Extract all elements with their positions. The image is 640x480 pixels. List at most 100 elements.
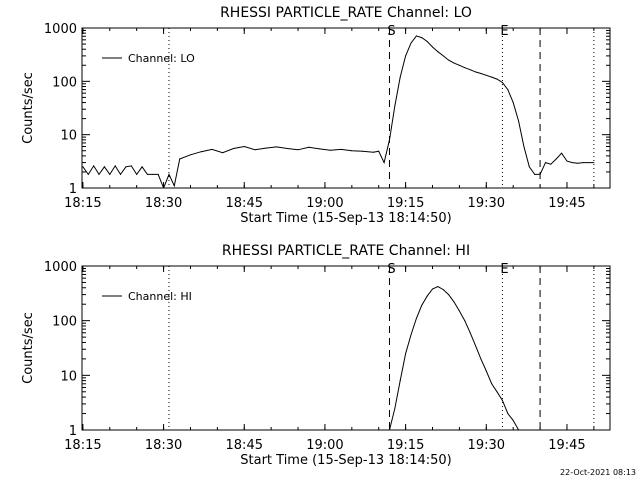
- chart1-data-point: [518, 429, 520, 431]
- chart1-data-point: [426, 295, 428, 297]
- chart0-data-point: [399, 76, 401, 78]
- chart1-xtick-label: 19:30: [468, 438, 505, 453]
- chart0-data-point: [534, 173, 536, 175]
- chart1-data-point: [442, 289, 444, 291]
- chart1-data-point: [448, 294, 450, 296]
- chart0-data-point: [442, 55, 444, 57]
- chart0-data-point: [130, 165, 132, 167]
- chart1-data-point: [421, 304, 423, 306]
- chart0-data-point: [200, 151, 202, 153]
- chart0-data-point: [389, 139, 390, 141]
- chart0-series-line: [82, 35, 594, 188]
- chart1-data-point: [507, 413, 509, 414]
- chart0-data-point: [437, 51, 439, 53]
- chart0-data-point: [491, 76, 493, 78]
- chart0-data-point: [518, 120, 520, 122]
- chart0-xtick-label: 18:45: [226, 196, 263, 211]
- chart0-data-point: [173, 185, 175, 187]
- chart0-data-point: [340, 148, 342, 150]
- chart0-data-point: [571, 162, 573, 164]
- chart1-data-point: [464, 320, 466, 322]
- chart0-data-point: [82, 166, 84, 168]
- chart0-data-point: [555, 158, 557, 160]
- chart0-data-point: [109, 173, 111, 175]
- chart1-series-line: [389, 286, 520, 430]
- chart1-data-point: [437, 286, 439, 288]
- chart0-data-point: [163, 187, 165, 189]
- chart0-data-point: [485, 74, 487, 76]
- chart0-data-point: [265, 147, 267, 149]
- chart1-xtick-label: 18:15: [64, 438, 101, 453]
- chart0-xtick-label: 19:45: [548, 196, 585, 211]
- chart1-data-point: [399, 380, 401, 382]
- chart1-data-point: [453, 301, 455, 303]
- chart0-data-point: [566, 160, 568, 162]
- chart0-data-point: [233, 148, 234, 149]
- chart1-ytick-label: 100: [52, 315, 77, 330]
- chart1-title: RHESSI PARTICLE_RATE Channel: HI: [222, 243, 470, 259]
- chart0-data-point: [383, 162, 385, 164]
- chart0-data-point: [120, 173, 121, 175]
- chart1-ylabel: Counts/sec: [21, 312, 36, 384]
- chart0-data-point: [98, 173, 100, 175]
- chart0-data-point: [410, 42, 412, 44]
- chart0-data-point: [286, 148, 288, 149]
- chart0-data-point: [125, 166, 127, 168]
- chart0-marker-label: S: [387, 24, 395, 39]
- chart1-data-point: [501, 399, 503, 401]
- chart0-data-point: [539, 173, 541, 175]
- chart0-data-point: [372, 151, 374, 153]
- chart0-data-point: [179, 158, 181, 160]
- chart1-data-point: [469, 332, 471, 334]
- chart0-data-point: [501, 82, 503, 83]
- chart1-data-point: [485, 370, 487, 372]
- chart0-ylabel: Counts/sec: [21, 72, 36, 144]
- chart1-ytick-label: 1000: [44, 260, 77, 275]
- chart0-data-point: [103, 166, 105, 168]
- chart0-data-point: [523, 146, 525, 147]
- footer-timestamp: 22-Oct-2021 08:13: [560, 468, 636, 477]
- chart0-data-point: [550, 163, 552, 165]
- chart0-data-point: [362, 150, 364, 152]
- chart0-data-point: [415, 35, 417, 37]
- chart0-marker-label: E: [500, 24, 508, 39]
- chart0-data-point: [469, 69, 471, 71]
- chart0-data-point: [453, 62, 455, 64]
- chart0-data-point: [545, 162, 546, 164]
- chart0-data-point: [308, 146, 310, 148]
- chart0-title: RHESSI PARTICLE_RATE Channel: LO: [220, 5, 472, 21]
- chart0-xtick-label: 18:30: [145, 196, 182, 211]
- chart0-data-point: [168, 173, 170, 175]
- chart0-data-point: [448, 59, 450, 61]
- chart0-data-point: [528, 166, 530, 168]
- chart0-data-point: [141, 166, 143, 168]
- chart1-data-point: [405, 353, 407, 355]
- chart0-legend-label: Channel: LO: [128, 52, 195, 65]
- chart0-data-point: [297, 149, 299, 151]
- chart0-ytick-label: 1000: [44, 22, 77, 37]
- chart0-xtick-label: 19:15: [387, 196, 424, 211]
- chart0-data-point: [475, 71, 476, 73]
- chart0-data-point: [243, 146, 245, 147]
- chart1-ytick-label: 1: [69, 424, 77, 439]
- chart0-data-point: [426, 40, 428, 42]
- chart0-data-point: [93, 165, 95, 167]
- chart0-data-point: [152, 173, 154, 175]
- chart0-data-point: [496, 78, 498, 80]
- chart0-ytick-label: 100: [52, 75, 77, 90]
- chart0-data-point: [588, 162, 589, 164]
- chart0-data-point: [329, 149, 331, 151]
- chart0-data-point: [421, 37, 423, 39]
- chart0-xtick-label: 19:30: [468, 196, 505, 211]
- chart1-legend-label: Channel: HI: [128, 290, 192, 303]
- chart0-ytick-label: 1: [69, 182, 77, 197]
- chart1-data-point: [415, 317, 417, 319]
- chart0-data-point: [507, 89, 509, 91]
- chart0-data-point: [190, 154, 191, 156]
- chart0-data-point: [458, 64, 460, 66]
- chart1-panel: RHESSI PARTICLE_RATE Channel: HI 18:15 18:…: [21, 243, 611, 468]
- chart0-data-point: [432, 46, 433, 48]
- chart0-data-point: [512, 102, 514, 104]
- chart0-data-point: [351, 150, 353, 152]
